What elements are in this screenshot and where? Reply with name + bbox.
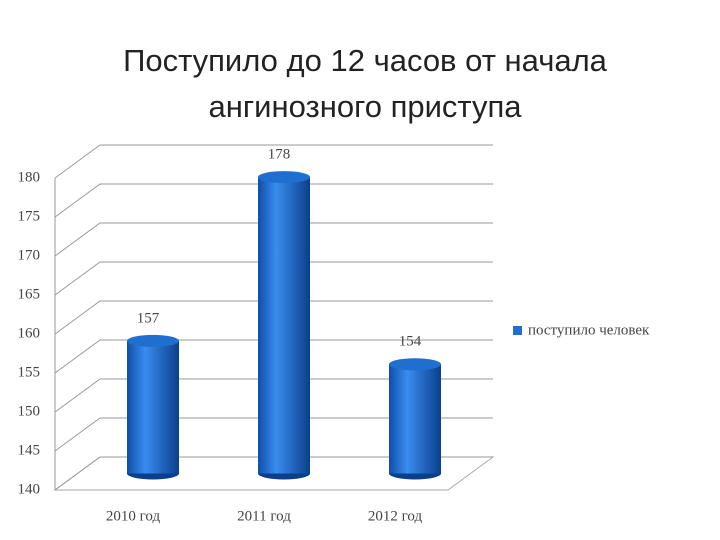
grid-line — [54, 417, 493, 452]
grid-line — [54, 339, 493, 374]
y-tick-label: 140 — [18, 481, 41, 497]
grid-line — [54, 183, 493, 218]
x-tick-label: 2011 год — [237, 508, 291, 524]
bar-top — [127, 334, 179, 347]
y-tick-label: 160 — [18, 325, 41, 341]
legend-label: поступило человек — [528, 322, 650, 338]
y-tick-label: 165 — [18, 286, 41, 302]
grid-line — [54, 300, 493, 335]
data-label: 157 — [137, 310, 160, 326]
y-tick-label: 150 — [18, 403, 41, 419]
bar-top — [389, 358, 441, 371]
x-tick-label: 2012 год — [368, 508, 423, 524]
x-tick-label: 2010 год — [106, 508, 161, 524]
bar — [389, 364, 441, 474]
grid-line — [54, 222, 493, 257]
legend-swatch — [513, 326, 522, 335]
grid-line — [54, 378, 493, 413]
y-tick-label: 175 — [18, 208, 41, 224]
grid-line — [54, 261, 493, 296]
grid-line — [54, 456, 493, 491]
y-tick-label: 180 — [18, 169, 41, 185]
y-tick-label: 155 — [18, 364, 41, 380]
data-label: 178 — [268, 147, 291, 163]
y-tick-label: 170 — [18, 247, 41, 263]
bar-top — [258, 171, 310, 184]
y-tick-label: 145 — [18, 442, 41, 458]
bar — [127, 340, 179, 474]
data-label: 154 — [399, 334, 422, 350]
grid-line — [54, 144, 493, 179]
chart-title: Поступило до 12 часов от начала ангинозн… — [123, 43, 607, 124]
bar — [258, 177, 310, 474]
